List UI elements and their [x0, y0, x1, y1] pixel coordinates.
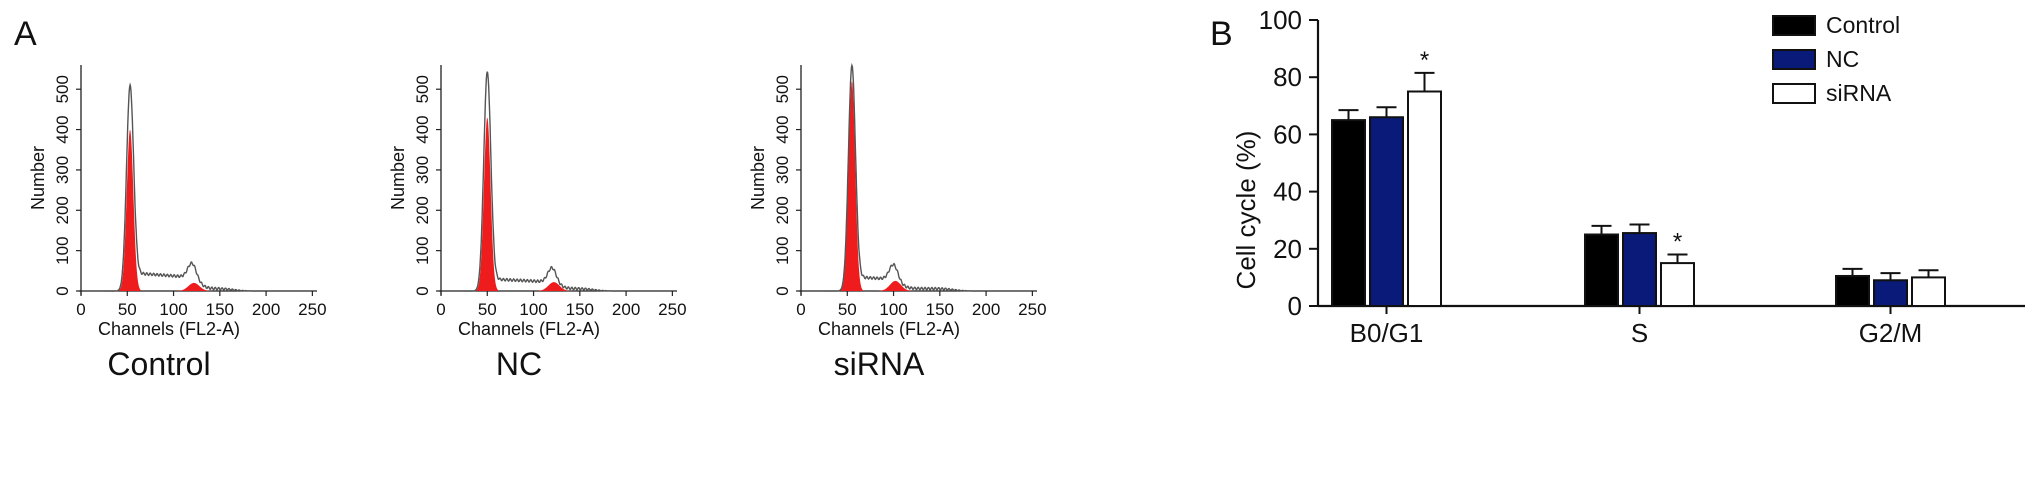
g2-peak-fill: [176, 282, 212, 291]
x-tick-label: 150: [206, 300, 234, 319]
x-tick-label: 250: [298, 300, 326, 319]
y-axis-label: Number: [388, 146, 408, 210]
y-tick-label: 100: [53, 236, 72, 264]
x-tick-label: S: [1631, 318, 1648, 348]
histogram-caption: siRNA: [834, 346, 925, 382]
histogram-trace: [104, 82, 253, 292]
x-tick-label: 0: [796, 300, 805, 319]
x-axis-label: Channels (FL2-A): [458, 319, 600, 339]
histogram-nc: 0 50 100 150 200 250 0 100 200 300 400 500 Number Cha…: [388, 65, 687, 382]
x-tick-label: 250: [658, 300, 686, 319]
x-tick-label: 200: [972, 300, 1000, 319]
x-tick-label: 100: [159, 300, 187, 319]
x-tick-label: 0: [76, 300, 85, 319]
x-tick-label: 0: [436, 300, 445, 319]
x-tick-label: 50: [118, 300, 137, 319]
panel-b-label: B: [1210, 15, 1233, 53]
y-tick-label: 200: [53, 196, 72, 224]
legend-label-nc: NC: [1826, 46, 1859, 72]
x-tick-label: 150: [926, 300, 954, 319]
y-tick-label: 500: [773, 75, 792, 103]
g1-peak-fill: [119, 129, 141, 291]
x-tick-label: 50: [478, 300, 497, 319]
x-tick-label: B0/G1: [1350, 318, 1424, 348]
y-tick-label: 500: [53, 75, 72, 103]
significance-marker: *: [1420, 47, 1429, 74]
histogram-trace: [824, 62, 973, 292]
legend-swatch-nc: [1772, 49, 1816, 70]
y-tick-label: 400: [413, 115, 432, 143]
y-tick-label: 300: [773, 156, 792, 184]
y-tick-label: 0: [1288, 291, 1302, 321]
histogram-caption: NC: [496, 346, 542, 382]
x-tick-label: 200: [252, 300, 280, 319]
bar-marks: **: [1331, 47, 1946, 308]
histogram-trace: [464, 71, 613, 292]
y-tick-label: 100: [1259, 5, 1302, 35]
y-tick-label: 400: [53, 115, 72, 143]
y-tick-label: 500: [413, 75, 432, 103]
g1-peak-fill: [476, 117, 498, 291]
bar-sirna-g2m: [1911, 276, 1946, 307]
bar-nc-s: [1622, 232, 1657, 308]
x-tick-label: 200: [612, 300, 640, 319]
y-tick-label: 300: [413, 156, 432, 184]
y-axis-label: Number: [28, 146, 48, 210]
y-tick-label: 60: [1273, 119, 1302, 149]
x-tick-label: 100: [879, 300, 907, 319]
legend-label-control: Control: [1826, 12, 1900, 38]
legend-swatch-control: [1772, 15, 1816, 36]
bar-control-g2m: [1835, 274, 1870, 308]
y-tick-label: 0: [773, 286, 792, 295]
y-axis-label: Cell cycle (%): [1231, 131, 1261, 290]
x-tick-label: 50: [838, 300, 857, 319]
x-axis-labels: B0/G1 S G2/M: [1350, 306, 1923, 348]
g2-peak-fill: [877, 280, 914, 291]
y-tick-label: 400: [773, 115, 792, 143]
y-tick-label: 40: [1273, 177, 1302, 207]
bar-control-b0g1: [1331, 119, 1366, 307]
x-tick-label: G2/M: [1859, 318, 1923, 348]
g2-peak-fill: [536, 282, 572, 291]
y-tick-label: 300: [53, 156, 72, 184]
bar-sirna-s: [1660, 262, 1695, 308]
x-tick-label: 250: [1018, 300, 1046, 319]
legend-swatch-sirna: [1772, 83, 1816, 104]
y-axis-label: Number: [748, 146, 768, 210]
bar-nc-g2m: [1873, 279, 1908, 308]
bar-nc-b0g1: [1369, 116, 1404, 307]
x-tick-label: 100: [519, 300, 547, 319]
y-tick-label: 200: [413, 196, 432, 224]
y-tick-label: 80: [1273, 62, 1302, 92]
histogram-sirna: 0 50 100 150 200 250 0 100 200 300 400 500 Number Cha…: [748, 62, 1047, 382]
histogram-control: 0 50 100 150 200 250 0 100 200 300 400 500 Number Cha…: [28, 65, 327, 382]
bar-control-s: [1584, 233, 1619, 307]
y-tick-label: 200: [773, 196, 792, 224]
y-tick-label: 20: [1273, 234, 1302, 264]
histogram-caption: Control: [107, 346, 210, 382]
x-axis-label: Channels (FL2-A): [98, 319, 240, 339]
y-tick-label: 100: [413, 236, 432, 264]
significance-marker: *: [1673, 229, 1682, 256]
legend: Control NC siRNA: [1772, 12, 1900, 106]
x-tick-label: 150: [566, 300, 594, 319]
y-axis-ticks: 0 20 40 60 80 100: [1259, 5, 1318, 321]
bar-sirna-b0g1: [1407, 90, 1442, 307]
y-tick-label: 100: [773, 236, 792, 264]
y-tick-label: 0: [413, 286, 432, 295]
panel-a-label: A: [14, 15, 37, 53]
panel-a-histograms: 0 50 100 150 200 2500100200300400500NumberCha…: [28, 62, 1047, 382]
legend-label-sirna: siRNA: [1826, 80, 1892, 106]
y-tick-label: 0: [53, 286, 72, 295]
x-axis-label: Channels (FL2-A): [818, 319, 960, 339]
